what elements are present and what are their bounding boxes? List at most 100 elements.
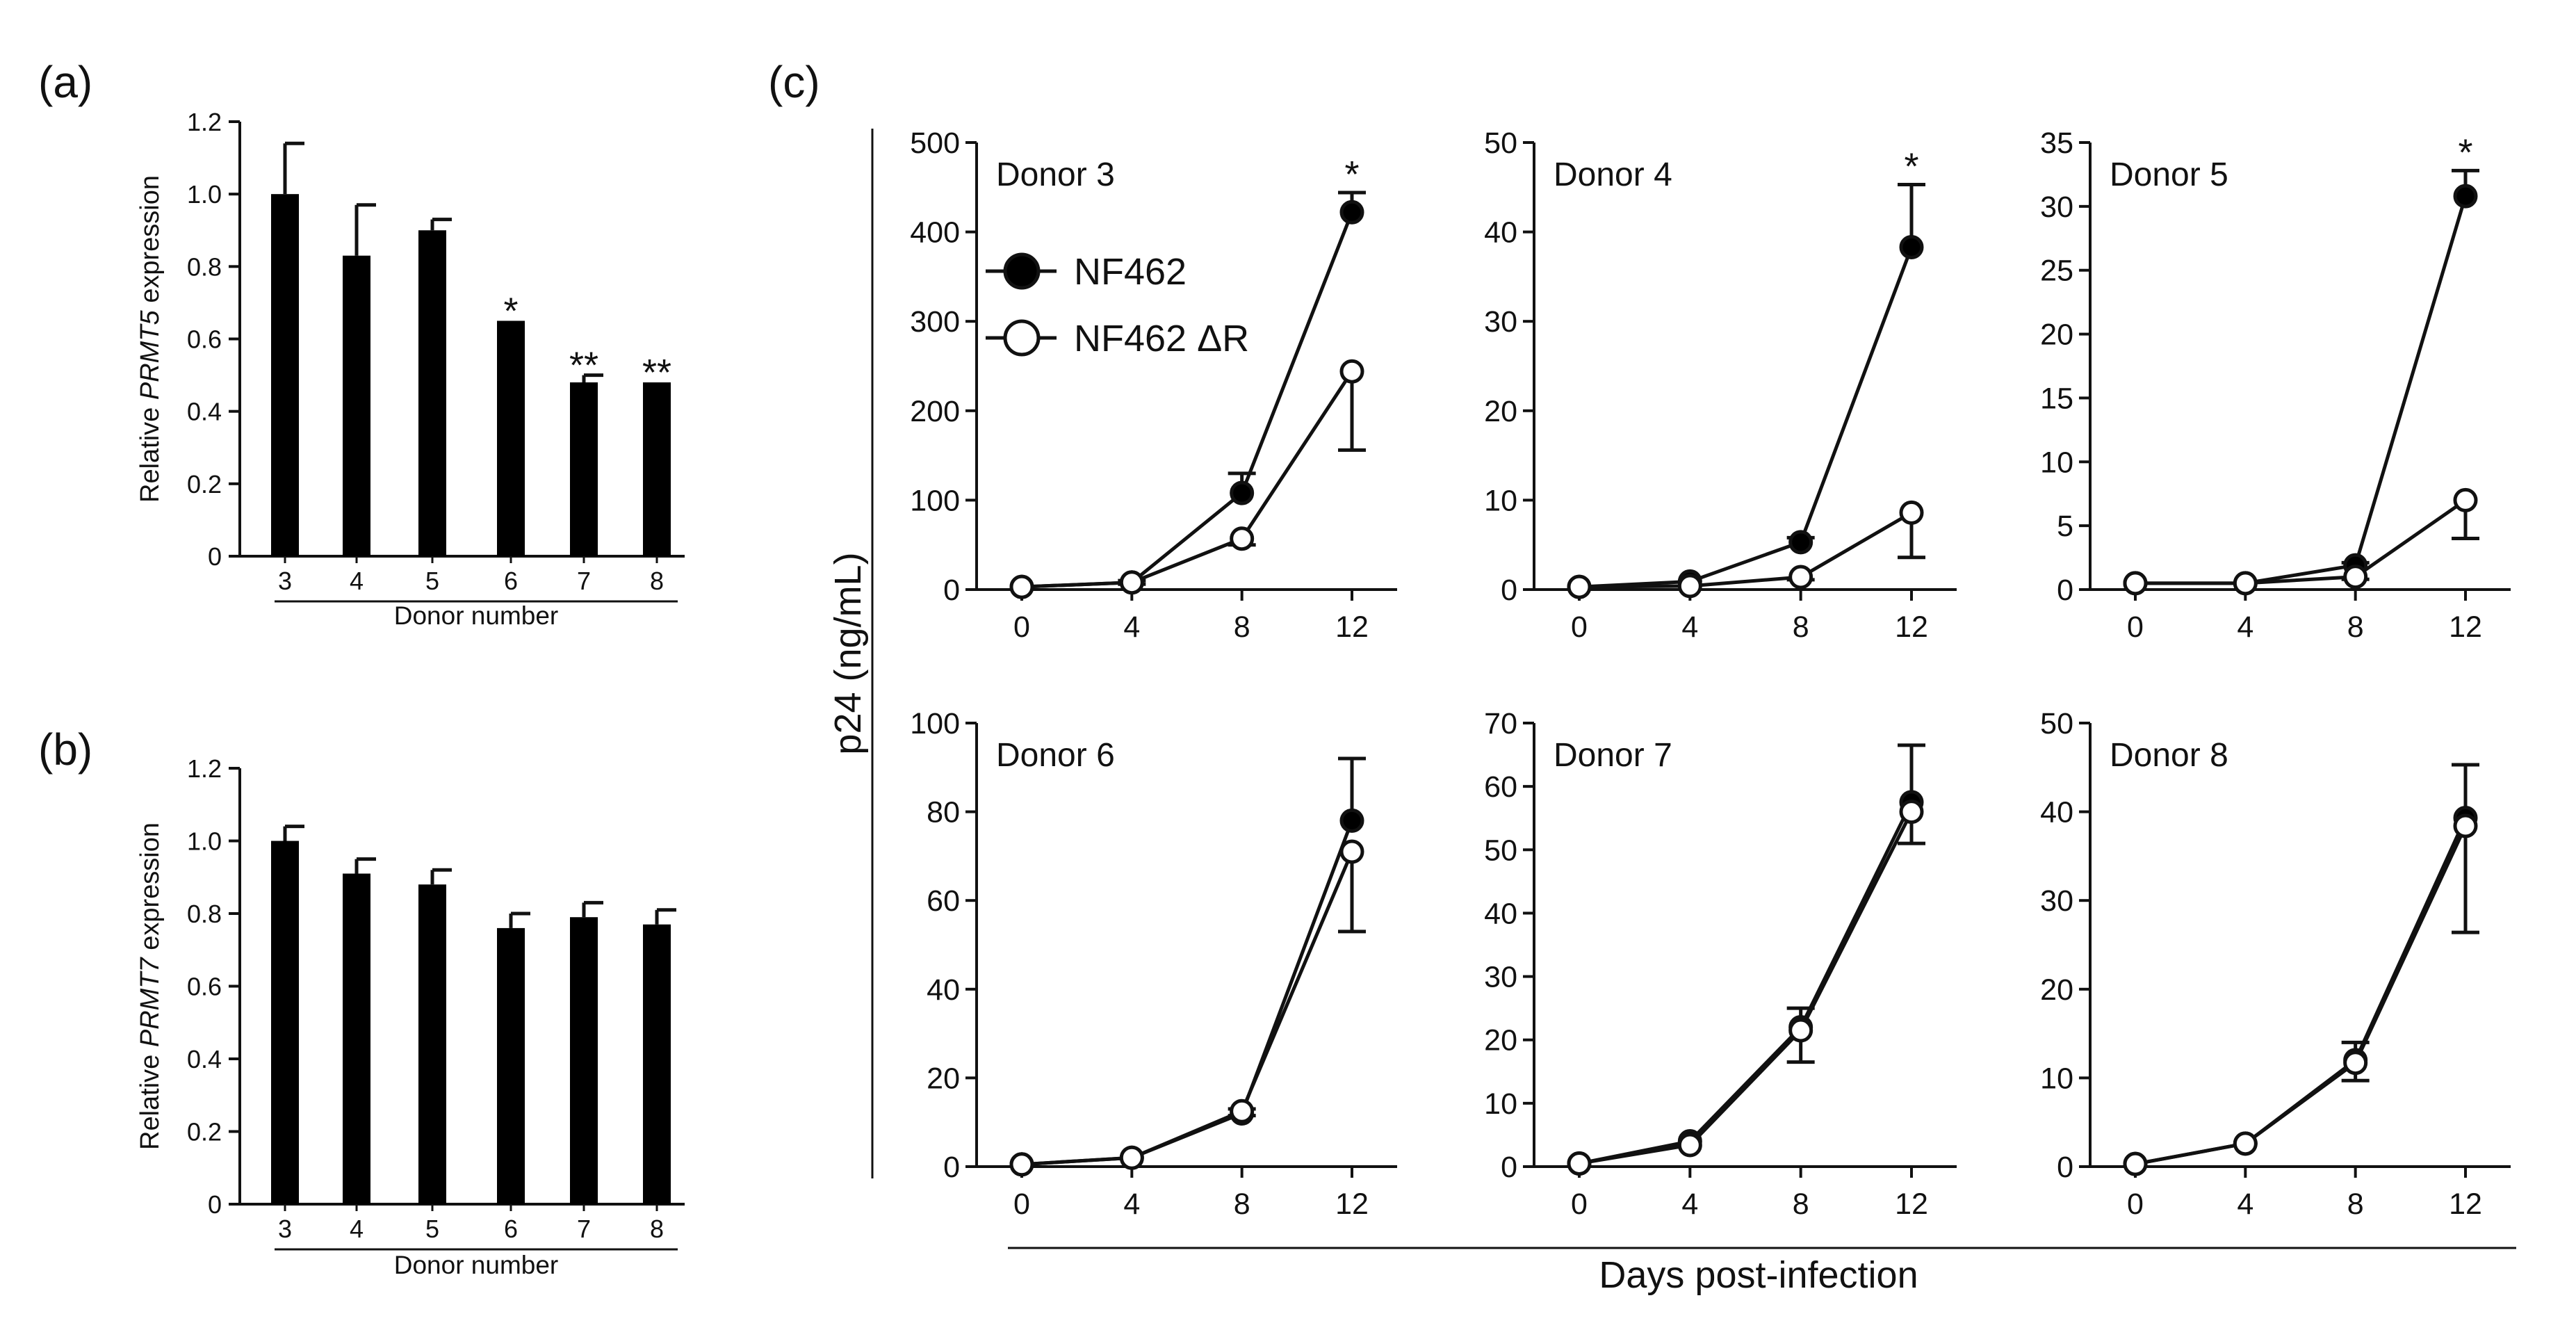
marker-open: [1009, 1152, 1034, 1177]
series-line: [1021, 820, 1354, 1167]
y-tick-label: 30: [2040, 884, 2073, 918]
bar: [418, 884, 446, 1204]
x-tick-label: 8: [1793, 610, 1809, 644]
subplot-title: Donor 4: [1554, 156, 1672, 193]
significance-marker: *: [1904, 145, 1918, 187]
y-tick-label: 0.2: [187, 470, 222, 498]
series-line: [2135, 195, 2468, 585]
y-tick-label: 60: [927, 884, 960, 918]
subplot-title: Donor 5: [2110, 156, 2228, 193]
marker-open: [1677, 574, 1702, 599]
y-tick-label: 100: [910, 707, 960, 740]
y-tick-label: 0: [943, 1151, 960, 1184]
marker-filled: [1788, 530, 1813, 555]
y-axis-label: Relative PRMT5 expression: [136, 175, 165, 503]
y-tick-label: 10: [2040, 1062, 2073, 1095]
subplot-title: Donor 7: [1554, 737, 1672, 774]
y-tick-label: 80: [927, 796, 960, 829]
y-tick-label: 0: [1501, 574, 1517, 607]
marker-open: [1009, 574, 1034, 599]
y-axis-label-gene: PRMT5: [136, 309, 165, 400]
x-tick-label: 12: [1895, 610, 1928, 644]
bar: [271, 841, 299, 1204]
bar: [570, 382, 598, 556]
x-tick-label: 4: [1681, 610, 1698, 644]
y-axis-label-prefix: Relative: [136, 400, 165, 503]
marker-open: [1788, 1018, 1813, 1043]
panel-letter-b: (b): [38, 724, 92, 775]
y-tick-label: 500: [910, 127, 960, 160]
y-tick-label: 0: [208, 542, 222, 571]
x-tick-label: 7: [577, 1215, 591, 1243]
y-tick-label: 60: [1484, 770, 1517, 804]
marker-open: [2233, 1131, 2258, 1156]
y-tick-label: 0: [208, 1190, 222, 1219]
x-tick-label: 8: [650, 567, 664, 595]
subplot-title: Donor 3: [996, 156, 1115, 193]
y-tick-label: 20: [2040, 318, 2073, 352]
y-tick-label: 0.4: [187, 1045, 222, 1073]
x-tick-label: 5: [425, 1215, 439, 1243]
x-tick-label: 4: [350, 567, 364, 595]
marker-open: [1567, 574, 1592, 599]
y-tick-label: 25: [2040, 254, 2073, 288]
x-tick-label: 4: [1123, 1187, 1140, 1221]
y-tick-label: 20: [2040, 973, 2073, 1007]
significance-marker: **: [569, 345, 598, 387]
y-tick-label: 70: [1484, 707, 1517, 740]
subplot-donor-4: 0 10 20 30 40 50 0 4 8 12 Donor 4 *: [1484, 127, 1957, 644]
significance-marker: *: [503, 290, 518, 332]
x-tick-label: 12: [1895, 1187, 1928, 1221]
y-axis-label-suffix: expression: [136, 822, 165, 957]
x-axis-label: Days post-infection: [1599, 1254, 1918, 1296]
y-tick-label: 30: [1484, 305, 1517, 339]
y-tick-label: 40: [927, 973, 960, 1007]
marker-open: [1899, 800, 1924, 825]
x-tick-label: 0: [2127, 610, 2144, 644]
x-tick-label: 4: [350, 1215, 364, 1243]
x-tick-label: 8: [1234, 1187, 1250, 1221]
bar: [497, 321, 525, 556]
y-tick-label: 0: [2057, 1151, 2073, 1184]
significance-marker: *: [1344, 154, 1359, 195]
bar: [271, 194, 299, 557]
x-tick-label: 0: [1013, 1187, 1030, 1221]
legend-label: NF462: [1074, 251, 1187, 293]
subplot-donor-3: 0 100 200 300 400 500 0 4 8 12 Donor 3 *: [910, 127, 1397, 644]
marker-open: [2343, 565, 2368, 590]
x-tick-label: 5: [425, 567, 439, 595]
series-line: [1579, 511, 1913, 589]
x-tick-label: 8: [1793, 1187, 1809, 1221]
bar-chart-prmt5: 0 0.2 0.4 0.6 0.8 1.0 1.2 3 4 5 * 6 ** 7 ** 8 Donor numb…: [136, 108, 685, 630]
marker-open: [1230, 1098, 1255, 1124]
y-axis-label-gene: PRMT7: [136, 956, 165, 1047]
marker-open: [2123, 1151, 2148, 1176]
subplot-title: Donor 6: [996, 737, 1115, 774]
series-line: [1579, 801, 1914, 1165]
x-tick-label: 8: [650, 1215, 664, 1243]
marker-open: [1339, 839, 1364, 864]
marker-open: [1899, 500, 1924, 525]
marker-open: [2343, 1051, 2368, 1076]
marker-filled: [1230, 480, 1255, 505]
marker-open: [1788, 565, 1813, 590]
panel-letter-a: (a): [38, 57, 92, 107]
x-tick-label: 4: [1681, 1187, 1698, 1221]
marker-open: [1339, 359, 1364, 384]
y-tick-label: 1.0: [187, 827, 222, 856]
bar: [343, 255, 370, 556]
marker-open: [2123, 571, 2148, 596]
y-tick-label: 0.4: [187, 398, 222, 426]
y-tick-label: 20: [927, 1062, 960, 1095]
y-tick-label: 30: [1484, 961, 1517, 994]
bar: [643, 924, 671, 1204]
marker-filled: [1899, 234, 1924, 259]
y-tick-label: 0.8: [187, 900, 222, 928]
subplot-title: Donor 8: [2110, 737, 2228, 774]
x-tick-label: 0: [2127, 1187, 2144, 1221]
series-line: [1021, 211, 1354, 589]
significance-marker: *: [2458, 131, 2472, 173]
y-tick-label: 0: [943, 574, 960, 607]
x-axis-label: Donor number: [394, 1251, 559, 1279]
